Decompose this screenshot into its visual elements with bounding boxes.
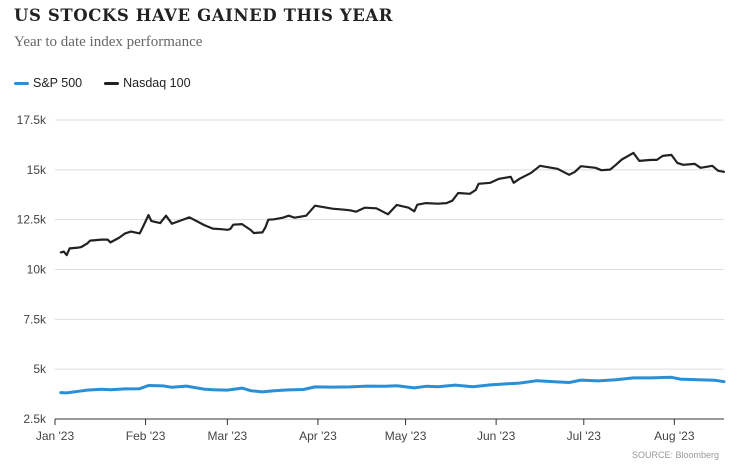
y-tick-label: 7.5k — [23, 312, 47, 326]
legend-swatch-nasdaq100 — [104, 81, 120, 85]
x-axis: Jan '23 Feb '23 Mar '23 Apr '23 May '23 Jun '… — [36, 419, 695, 443]
source-note: SOURCE: Bloomberg — [631, 450, 719, 460]
x-tick-label: Jul '23 — [567, 429, 602, 443]
legend-swatch-sp500 — [14, 81, 29, 85]
series-line-sp500 — [59, 375, 726, 395]
x-tick-label: Jun '23 — [477, 429, 516, 443]
y-tick-label: 5k — [33, 362, 47, 376]
x-tick-label: Feb '23 — [126, 429, 166, 443]
x-tick-label: Aug '23 — [654, 429, 695, 443]
x-tick-label: May '23 — [385, 429, 427, 443]
chart-title: US STOCKS HAVE GAINED THIS YEAR — [14, 6, 394, 25]
y-tick-label: 12.5k — [17, 213, 47, 227]
legend: S&P 500 Nasdaq 100 — [14, 75, 213, 91]
legend-item-nasdaq100[interactable]: Nasdaq 100 — [104, 76, 191, 90]
y-tick-label: 17.5k — [17, 113, 47, 127]
series-line-nasdaq100 — [59, 151, 726, 257]
legend-item-sp500[interactable]: S&P 500 — [14, 76, 82, 90]
series-lines — [59, 151, 726, 395]
y-gridlines — [55, 119, 724, 420]
legend-label-nasdaq100: Nasdaq 100 — [123, 76, 191, 90]
x-tick-label: Apr '23 — [299, 429, 337, 443]
x-tick-label: Jan '23 — [36, 429, 75, 443]
x-tick-label: Mar '23 — [208, 429, 248, 443]
chart-subtitle: Year to date index performance — [14, 34, 203, 50]
legend-label-sp500: S&P 500 — [33, 76, 83, 90]
y-tick-label: 2.5k — [23, 412, 47, 426]
y-axis: 17.5k 15k 12.5k 10k 7.5k 5k 2.5k — [17, 113, 47, 426]
y-tick-label: 10k — [27, 263, 47, 277]
y-tick-label: 15k — [27, 163, 47, 177]
